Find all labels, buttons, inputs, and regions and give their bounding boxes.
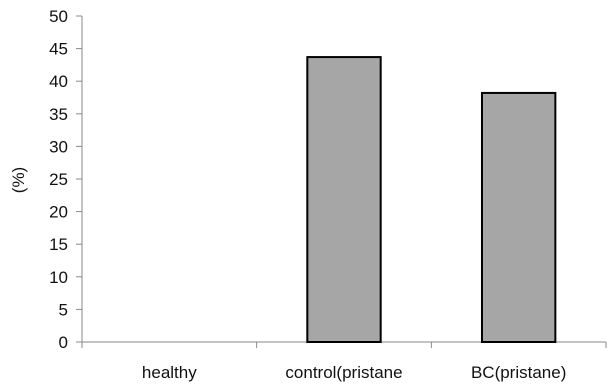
y-tick-label: 30	[49, 137, 68, 156]
y-ticks: 0 5 10 15 20 25 30 35 40 45 50	[49, 7, 82, 352]
category-label: BC(pristane)	[471, 363, 566, 382]
bar	[306, 56, 382, 344]
y-tick-label: 15	[49, 235, 68, 254]
y-axis-label: (%)	[9, 167, 28, 193]
bars	[306, 56, 557, 344]
category-label: control(pristane	[285, 363, 402, 382]
y-tick-label: 10	[49, 268, 68, 287]
y-axis: 0 5 10 15 20 25 30 35 40 45 50	[49, 7, 83, 352]
x-ticks	[81, 342, 607, 348]
y-tick-label: 35	[49, 105, 68, 124]
y-tick-label: 45	[49, 40, 68, 59]
y-tick-label: 20	[49, 203, 68, 222]
category-labels: healthy control(pristane BC(pristane)	[142, 363, 566, 382]
y-tick-label: 50	[49, 7, 68, 26]
y-tick-label: 40	[49, 72, 68, 91]
category-label: healthy	[142, 363, 197, 382]
y-tick-label: 5	[59, 300, 68, 319]
bar	[480, 91, 557, 343]
y-tick-label: 0	[59, 333, 68, 352]
y-tick-label: 25	[49, 170, 68, 189]
